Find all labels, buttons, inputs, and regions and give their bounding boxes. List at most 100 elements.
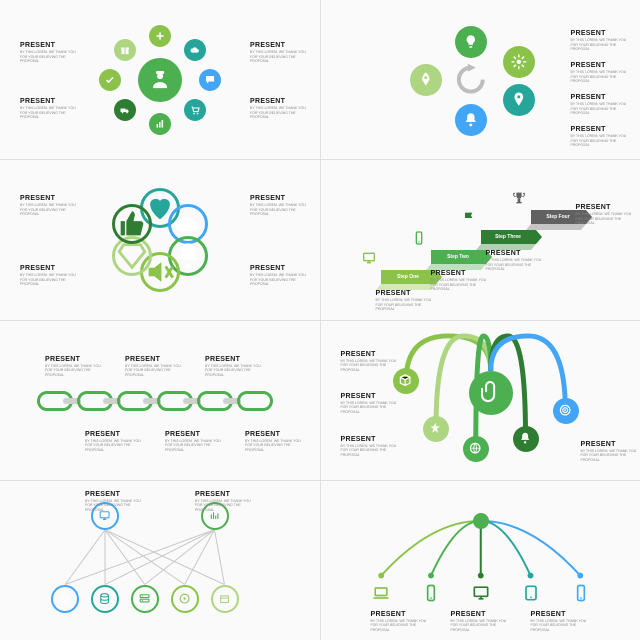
label-sub: BY THIS LOREM. WE THANK YOUFOR YOUR BELI…	[571, 134, 629, 148]
text-block: PRESENTBY THIS LOREM. WE THANK YOUFOR YO…	[341, 351, 399, 373]
label-sub: BY THIS LOREM. WE THANK YOUFOR YOUR BELI…	[165, 439, 223, 453]
label-sub: BY THIS LOREM. WE THANK YOUFOR YOUR BELI…	[571, 70, 629, 84]
text-block: PRESENTBY THIS LOREM. WE THANK YOUFOR YO…	[245, 431, 303, 453]
label-title: PRESENT	[571, 30, 629, 37]
text-block: PRESENTBY THIS LOREM. WE THANK YOUFOR YO…	[486, 250, 544, 272]
label-sub: BY THIS LOREM. WE THANK YOUFOR YOUR BELI…	[486, 258, 544, 272]
panel-petal-flower: PRESENTBY THIS LOREM. WE THANK YOUFOR YO…	[0, 160, 320, 319]
globe-icon	[463, 436, 489, 462]
text-block: PRESENTBY THIS LOREM. WE THANK YOUFOR YO…	[85, 491, 143, 513]
text-block: PRESENTBY THIS LOREM. WE THANK YOUFOR YO…	[20, 98, 78, 120]
panel-network-fan: PRESENTBY THIS LOREM. WE THANK YOUFOR YO…	[0, 481, 320, 640]
target-icon	[553, 398, 579, 424]
panel-stair-steps: Step One.step[style*="#8bc34a"]::after{b…	[321, 160, 640, 319]
gear-icon	[503, 46, 535, 78]
label-sub: BY THIS LOREM. WE THANK YOUFOR YOUR BELI…	[20, 50, 78, 64]
label-title: PRESENT	[45, 356, 103, 363]
label-sub: BY THIS LOREM. WE THANK YOUFOR YOUR BELI…	[341, 401, 399, 415]
trophy-icon	[511, 190, 527, 206]
label-title: PRESENT	[341, 393, 399, 400]
text-block: PRESENTBY THIS LOREM. WE THANK YOUFOR YO…	[576, 204, 634, 226]
text-block: PRESENTBY THIS LOREM. WE THANK YOUFOR YO…	[165, 431, 223, 453]
star-icon	[423, 416, 449, 442]
gift-icon	[114, 39, 136, 61]
label-sub: BY THIS LOREM. WE THANK YOUFOR YOUR BELI…	[341, 359, 399, 373]
text-block: PRESENTBY THIS LOREM. WE THANK YOUFOR YO…	[85, 431, 143, 453]
clip-icon	[469, 371, 513, 415]
label-title: PRESENT	[250, 98, 308, 105]
plus-icon	[149, 25, 171, 47]
label-sub: BY THIS LOREM. WE THANK YOUFOR YOUR BELI…	[250, 106, 308, 120]
monitor-icon	[471, 583, 491, 603]
label-title: PRESENT	[576, 204, 634, 211]
label-sub: BY THIS LOREM. WE THANK YOUFOR YOUR BELI…	[20, 273, 78, 287]
label-sub: BY THIS LOREM. WE THANK YOUFOR YOUR BELI…	[376, 298, 434, 312]
label-title: PRESENT	[451, 611, 509, 618]
label-title: PRESENT	[581, 441, 639, 448]
label-title: PRESENT	[245, 431, 303, 438]
text-block: PRESENTBY THIS LOREM. WE THANK YOUFOR YO…	[341, 436, 399, 458]
text-block: PRESENTBY THIS LOREM. WE THANK YOUFOR YO…	[125, 356, 183, 378]
check-icon	[99, 69, 121, 91]
label-title: PRESENT	[341, 351, 399, 358]
label-title: PRESENT	[250, 265, 308, 272]
label-sub: BY THIS LOREM. WE THANK YOUFOR YOUR BELI…	[250, 50, 308, 64]
step-bar: Step One	[381, 270, 436, 284]
panel-hub-arcs: PRESENTBY THIS LOREM. WE THANK YOUFOR YO…	[321, 481, 640, 640]
label-sub: BY THIS LOREM. WE THANK YOUFOR YOUR BELI…	[250, 273, 308, 287]
label-title: PRESENT	[20, 265, 78, 272]
text-block: PRESENTBY THIS LOREM. WE THANK YOUFOR YO…	[195, 491, 253, 513]
text-block: PRESENTBY THIS LOREM. WE THANK YOUFOR YO…	[20, 265, 78, 287]
label-title: PRESENT	[195, 491, 253, 498]
text-block: PRESENTBY THIS LOREM. WE THANK YOUFOR YO…	[250, 265, 308, 287]
label-title: PRESENT	[486, 250, 544, 257]
label-title: PRESENT	[371, 611, 429, 618]
label-title: PRESENT	[341, 436, 399, 443]
label-sub: BY THIS LOREM. WE THANK YOUFOR YOUR BELI…	[581, 449, 639, 463]
label-sub: BY THIS LOREM. WE THANK YOUFOR YOUR BELI…	[531, 619, 589, 633]
step-bar: Step Two	[431, 250, 486, 264]
like-icon	[112, 204, 152, 244]
phone-icon	[571, 583, 591, 603]
text-block: PRESENTBY THIS LOREM. WE THANK YOUFOR YO…	[45, 356, 103, 378]
label-title: PRESENT	[20, 195, 78, 202]
text-block: PRESENTBY THIS LOREM. WE THANK YOUFOR YO…	[571, 126, 629, 148]
tablet-icon	[521, 583, 541, 603]
cart-icon	[184, 99, 206, 121]
label-title: PRESENT	[20, 42, 78, 49]
label-title: PRESENT	[376, 290, 434, 297]
label-title: PRESENT	[571, 126, 629, 133]
text-block: PRESENTBY THIS LOREM. WE THANK YOUFOR YO…	[571, 94, 629, 116]
label-sub: BY THIS LOREM. WE THANK YOUFOR YOUR BELI…	[20, 106, 78, 120]
hub-node	[473, 513, 489, 529]
bell-icon	[455, 104, 487, 136]
label-sub: BY THIS LOREM. WE THANK YOUFOR YOUR BELI…	[85, 499, 143, 513]
phone-icon	[411, 230, 427, 246]
label-sub: BY THIS LOREM. WE THANK YOUFOR YOUR BELI…	[576, 212, 634, 226]
text-block: PRESENTBY THIS LOREM. WE THANK YOUFOR YO…	[431, 270, 489, 292]
label-title: PRESENT	[165, 431, 223, 438]
server-icon	[131, 585, 159, 613]
laptop-icon	[371, 583, 391, 603]
label-sub: BY THIS LOREM. WE THANK YOUFOR YOUR BELI…	[245, 439, 303, 453]
label-title: PRESENT	[531, 611, 589, 618]
label-title: PRESENT	[250, 195, 308, 202]
chain-link	[237, 391, 273, 411]
label-sub: BY THIS LOREM. WE THANK YOUFOR YOUR BELI…	[205, 364, 263, 378]
label-title: PRESENT	[20, 98, 78, 105]
label-title: PRESENT	[125, 356, 183, 363]
text-block: PRESENTBY THIS LOREM. WE THANK YOUFOR YO…	[376, 290, 434, 312]
panel-chain-links: PRESENTBY THIS LOREM. WE THANK YOUFOR YO…	[0, 321, 320, 480]
label-sub: BY THIS LOREM. WE THANK YOUFOR YOUR BELI…	[341, 444, 399, 458]
label-title: PRESENT	[85, 491, 143, 498]
phone-icon	[421, 583, 441, 603]
bulb-icon	[455, 26, 487, 58]
panel-radial-orbit: PRESENTBY THIS LOREM. WE THANK YOUFOR YO…	[0, 0, 320, 159]
label-sub: BY THIS LOREM. WE THANK YOUFOR YOUR BELI…	[571, 38, 629, 52]
label-title: PRESENT	[85, 431, 143, 438]
bell-icon	[513, 426, 539, 452]
truck-icon	[114, 99, 136, 121]
label-sub: BY THIS LOREM. WE THANK YOUFOR YOUR BELI…	[571, 102, 629, 116]
label-sub: BY THIS LOREM. WE THANK YOUFOR YOUR BELI…	[371, 619, 429, 633]
chart-icon	[149, 113, 171, 135]
